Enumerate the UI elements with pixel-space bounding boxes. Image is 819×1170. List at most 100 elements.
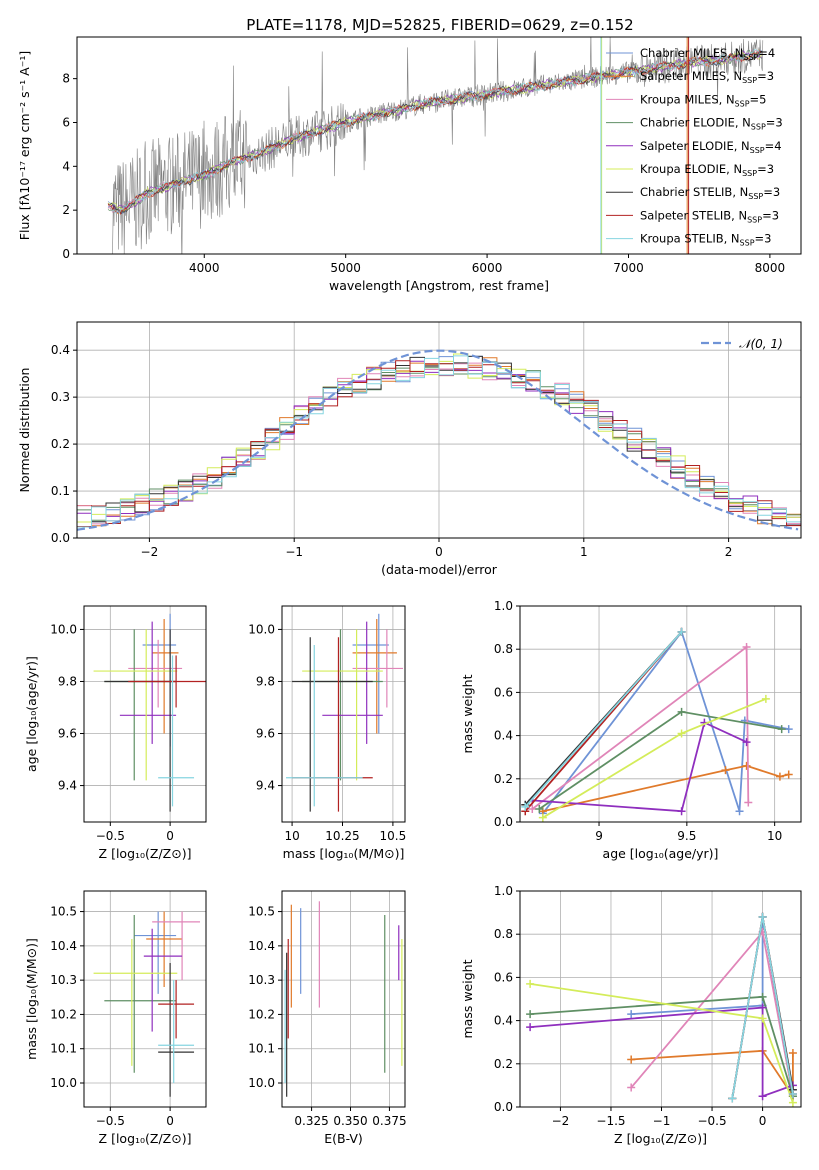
axes-frame <box>83 605 207 823</box>
y-tick-label: 10.2 <box>50 1007 77 1021</box>
series-marker <box>528 805 537 814</box>
legend-entry: Salpeter STELIB, NSSP=3 <box>640 208 779 224</box>
x-tick-label: −0.5 <box>96 829 125 843</box>
x-axis-label: mass [log₁₀(M/M⊙)] <box>283 846 405 861</box>
series-marker <box>677 707 686 716</box>
y-tick-label: 0.0 <box>51 531 70 545</box>
y-tick-label: 10.0 <box>248 1076 275 1090</box>
x-tick-label: 0 <box>166 829 174 843</box>
series-marker <box>758 992 767 1001</box>
residuals-panel: −2 −1 0 1 2 0.0 0.1 0.2 0.3 0.4 (data-model)/error… <box>17 321 802 577</box>
x-tick-label: 10 <box>284 829 299 843</box>
series-marker <box>526 1023 535 1032</box>
series-marker <box>788 1098 797 1107</box>
y-axis-label: Flux [fλ10⁻¹⁷ erg cm⁻² s⁻¹ A⁻¹] <box>17 51 32 240</box>
y-tick-label: 10.5 <box>50 905 77 919</box>
plot-content <box>286 613 403 812</box>
series-marker <box>742 643 751 652</box>
plot-content <box>526 912 797 1107</box>
y-tick-label: 0.6 <box>494 685 513 699</box>
plots-group: 4000 5000 6000 7000 8000 0 2 4 6 8 wavelength [Ang… <box>17 36 802 1146</box>
series-marker <box>761 694 770 703</box>
series-marker <box>677 627 686 636</box>
y-axis-label: Normed distribution <box>17 368 32 493</box>
x-axis-label: age [log₁₀(age/yr)] <box>603 846 719 861</box>
series-marker <box>758 1003 767 1012</box>
x-tick-label: 1 <box>580 545 588 559</box>
y-tick-label: 10.4 <box>50 939 77 953</box>
y-tick-label: 0.8 <box>494 927 513 941</box>
y-tick-label: 0.2 <box>51 437 70 451</box>
series-marker <box>742 761 751 770</box>
y-tick-label: 0.3 <box>51 390 70 404</box>
y-tick-label: 10.3 <box>248 973 275 987</box>
series-marker <box>784 770 793 779</box>
legend-entry: Salpeter ELODIE, NSSP=4 <box>640 139 782 155</box>
spectrum-model-line <box>107 49 763 214</box>
series-line <box>532 721 747 813</box>
y-tick-label: 10.0 <box>50 622 77 636</box>
spectrum-panel: 4000 5000 6000 7000 8000 0 2 4 6 8 wavelength [Ang… <box>17 36 802 293</box>
series-marker <box>721 766 730 775</box>
axes-frame <box>83 890 207 1108</box>
y-tick-label: 10.0 <box>248 622 275 636</box>
histogram-step <box>77 355 801 528</box>
age-vs-mass-panel: 10 10.25 10.5 9.4 9.6 9.8 10.0 mass [log₁₀(M/M⊙… <box>248 605 406 861</box>
mass-vs-Z-panel: −0.5 0 10.0 10.1 10.2 10.3 10.4 10.5 Z [log₁₀(Z/… <box>24 890 207 1146</box>
series-marker <box>535 805 544 814</box>
y-tick-label: 0.2 <box>494 1057 513 1071</box>
weight-vs-age-panel: 9 9.5 10 0.0 0.2 0.4 0.6 0.8 1.0 age [log₁₀(age/y… <box>460 599 802 861</box>
series-marker <box>742 738 751 747</box>
y-tick-label: 6 <box>62 115 70 129</box>
x-tick-label: 6000 <box>472 261 503 275</box>
x-axis-label: E(B-V) <box>324 1131 363 1146</box>
x-tick-label: −1 <box>285 545 303 559</box>
x-tick-label: −0.5 <box>697 1114 726 1128</box>
x-axis-label: Z [log₁₀(Z/Z⊙)] <box>99 1131 192 1146</box>
y-tick-label: 4 <box>62 159 70 173</box>
legend-entry: Kroupa STELIB, NSSP=3 <box>640 232 771 248</box>
series-marker <box>735 807 744 816</box>
series-marker <box>677 807 686 816</box>
y-tick-label: 2 <box>62 203 70 217</box>
plot-content <box>93 613 206 812</box>
x-tick-label: 10.25 <box>325 829 359 843</box>
series-marker <box>788 1049 797 1057</box>
x-axis-label: Z [log₁₀(Z/Z⊙)] <box>99 846 192 861</box>
series-marker <box>526 1010 535 1019</box>
mass-vs-EBV-panel: 0.325 0.350 0.375 10.0 10.1 10.2 10.3 10.4 10.5 E… <box>248 890 407 1146</box>
x-tick-label: 8000 <box>755 261 786 275</box>
figure-title: PLATE=1178, MJD=52825, FIBERID=0629, z=0… <box>246 16 633 34</box>
gaussian-reference-line <box>77 349 799 531</box>
series-marker <box>521 802 530 811</box>
series-marker <box>627 1055 636 1064</box>
legend-entry: Chabrier MILES, NSSP=4 <box>640 46 775 62</box>
spectrum-model-line <box>107 50 763 209</box>
series-marker <box>728 1094 737 1103</box>
x-tick-label: 0.350 <box>333 1114 367 1128</box>
y-axis-label: mass [log₁₀(M/M⊙)] <box>24 938 39 1060</box>
y-tick-label: 9.6 <box>58 727 77 741</box>
y-tick-label: 0 <box>62 247 70 261</box>
x-tick-label: 9 <box>595 829 603 843</box>
series-marker <box>758 1014 767 1023</box>
x-tick-label: 10 <box>767 829 782 843</box>
plot-content <box>77 349 801 531</box>
y-tick-label: 10.5 <box>248 905 275 919</box>
x-tick-label: −0.5 <box>96 1114 125 1128</box>
x-tick-label: −2 <box>552 1114 570 1128</box>
x-tick-label: 0 <box>759 1114 767 1128</box>
plot-content <box>284 901 403 1097</box>
y-tick-label: 9.8 <box>58 674 77 688</box>
spectrum-legend: Chabrier MILES, NSSP=4 Salpeter MILES, NS… <box>606 46 783 248</box>
y-tick-label: 0.4 <box>51 343 70 357</box>
x-tick-label: 0.325 <box>294 1114 328 1128</box>
series-marker <box>758 1092 767 1101</box>
y-axis-label: mass weight <box>460 959 475 1038</box>
y-tick-label: 0.4 <box>494 1014 513 1028</box>
legend-entry: Chabrier ELODIE, NSSP=3 <box>640 116 783 132</box>
y-tick-label: 0.2 <box>494 772 513 786</box>
x-tick-label: 0.375 <box>372 1114 406 1128</box>
y-tick-label: 9.6 <box>256 727 275 741</box>
x-axis-label: (data-model)/error <box>381 562 498 577</box>
